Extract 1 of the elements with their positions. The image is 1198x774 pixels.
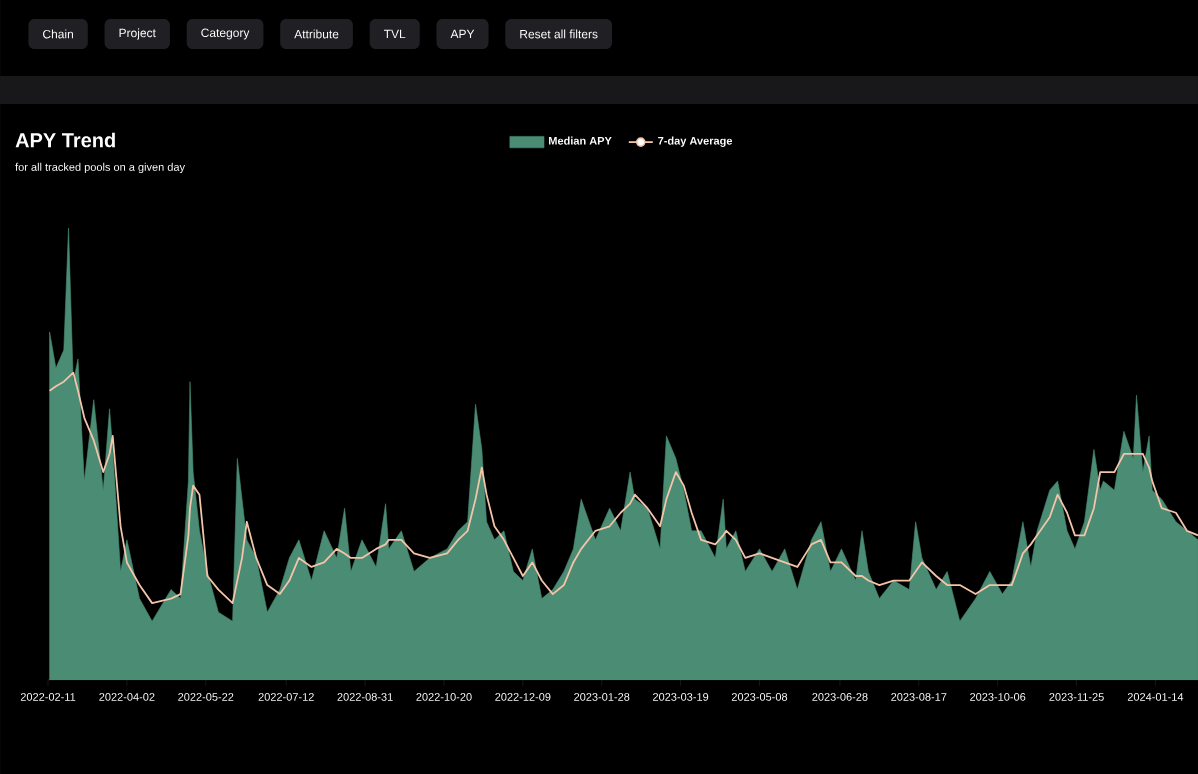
chart-title: APY Trend <box>15 132 115 148</box>
